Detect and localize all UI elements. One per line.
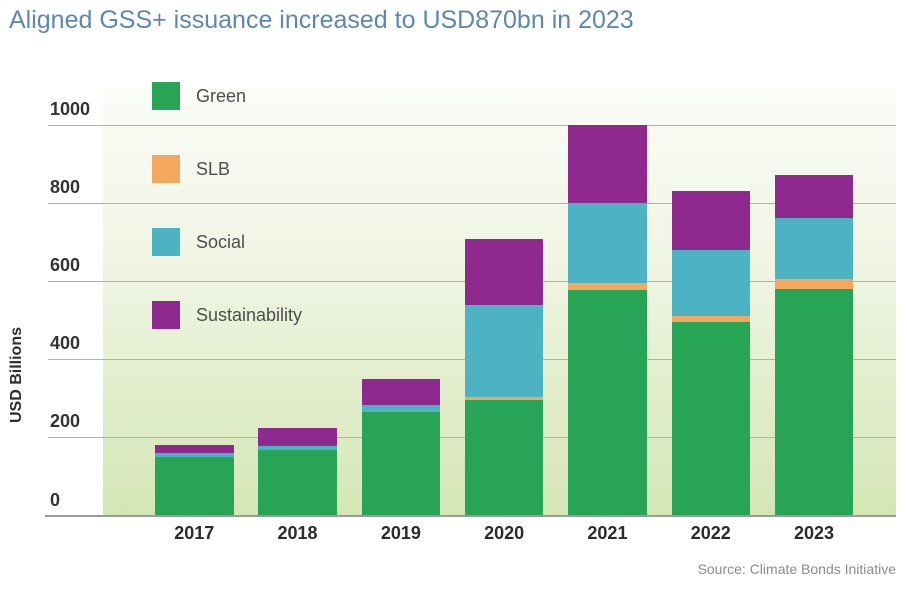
chart-title: Aligned GSS+ issuance increased to USD87… (9, 6, 634, 34)
gridline-1000 (48, 124, 896, 126)
bar-segment-social-2017 (155, 452, 234, 457)
bar-2019 (361, 378, 441, 516)
legend-label-slb: SLB (196, 159, 231, 179)
y-tick-label-0: 0 (50, 489, 61, 510)
x-tick-label-2022: 2022 (690, 523, 731, 543)
bar-segment-green-2018 (258, 450, 337, 516)
bar-2022 (671, 191, 750, 516)
y-tick-label-600: 600 (50, 254, 81, 275)
legend-swatch-green (152, 82, 180, 110)
bar-segment-green-2017 (155, 456, 234, 516)
legend-swatch-slb (152, 155, 180, 183)
legend-swatch-sustainability (152, 301, 180, 329)
x-axis-line (45, 514, 896, 517)
y-tick-label-200: 200 (50, 411, 81, 432)
bar-segment-sustainability-2021 (568, 124, 647, 203)
bar-segment-sustainability-2023 (774, 175, 854, 219)
bar-segment-social-2018 (258, 445, 337, 451)
bar-segment-social-2023 (774, 218, 854, 279)
bar-2018 (258, 428, 337, 516)
legend-label-social: Social (196, 232, 246, 252)
legend-label-green: Green (196, 86, 247, 106)
gridline-800 (48, 202, 896, 204)
bar-segment-sustainability-2019 (361, 378, 441, 406)
bar-2020 (464, 239, 544, 516)
bar-segment-social-2022 (671, 250, 750, 316)
bar-segment-slb-2022 (671, 315, 750, 323)
legend-label-sustainability: Sustainability (196, 305, 303, 325)
y-tick-label-800: 800 (50, 176, 81, 197)
bar-segment-green-2020 (464, 399, 544, 516)
x-tick-label-2019: 2019 (380, 523, 421, 543)
bar-segment-sustainability-2020 (464, 239, 544, 306)
legend-item-sustainability: Sustainability (152, 301, 302, 329)
x-tick-label-2017: 2017 (174, 523, 215, 543)
bar-segment-social-2021 (568, 202, 647, 284)
x-tick-label-2020: 2020 (484, 523, 525, 543)
legend-item-slb: SLB (152, 155, 230, 183)
y-axis-title: USD Billions (8, 327, 25, 424)
bar-segment-slb-2023 (774, 278, 854, 289)
legend-item-social: Social (152, 228, 245, 256)
legend-swatch-social (152, 228, 180, 256)
bar-segment-slb-2020 (464, 397, 544, 400)
y-tick-label-400: 400 (50, 333, 81, 354)
bar-2021 (568, 124, 647, 516)
x-tick-label-2018: 2018 (277, 523, 318, 543)
bar-2023 (774, 175, 854, 516)
bar-segment-sustainability-2022 (671, 191, 750, 250)
bar-segment-green-2021 (568, 289, 647, 516)
bar-segment-sustainability-2018 (258, 428, 337, 446)
source-note: Source: Climate Bonds Initiative (697, 561, 896, 577)
y-tick-label-1000: 1000 (50, 98, 91, 119)
bar-segment-green-2023 (774, 288, 854, 516)
bar-segment-sustainability-2017 (155, 445, 234, 453)
legend-item-green: Green (152, 82, 246, 110)
bar-segment-social-2019 (361, 405, 441, 412)
bar-segment-slb-2021 (568, 283, 647, 290)
x-tick-label-2021: 2021 (587, 523, 628, 543)
x-tick-label-2023: 2023 (794, 523, 835, 543)
bar-segment-green-2019 (361, 411, 441, 516)
bar-segment-green-2022 (671, 322, 750, 516)
bar-segment-social-2020 (464, 305, 544, 398)
bar-2017 (155, 445, 234, 516)
